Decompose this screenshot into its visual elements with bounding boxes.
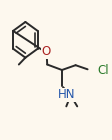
- Text: O: O: [41, 45, 50, 58]
- Text: Cl: Cl: [97, 64, 108, 76]
- Text: HN: HN: [57, 88, 74, 101]
